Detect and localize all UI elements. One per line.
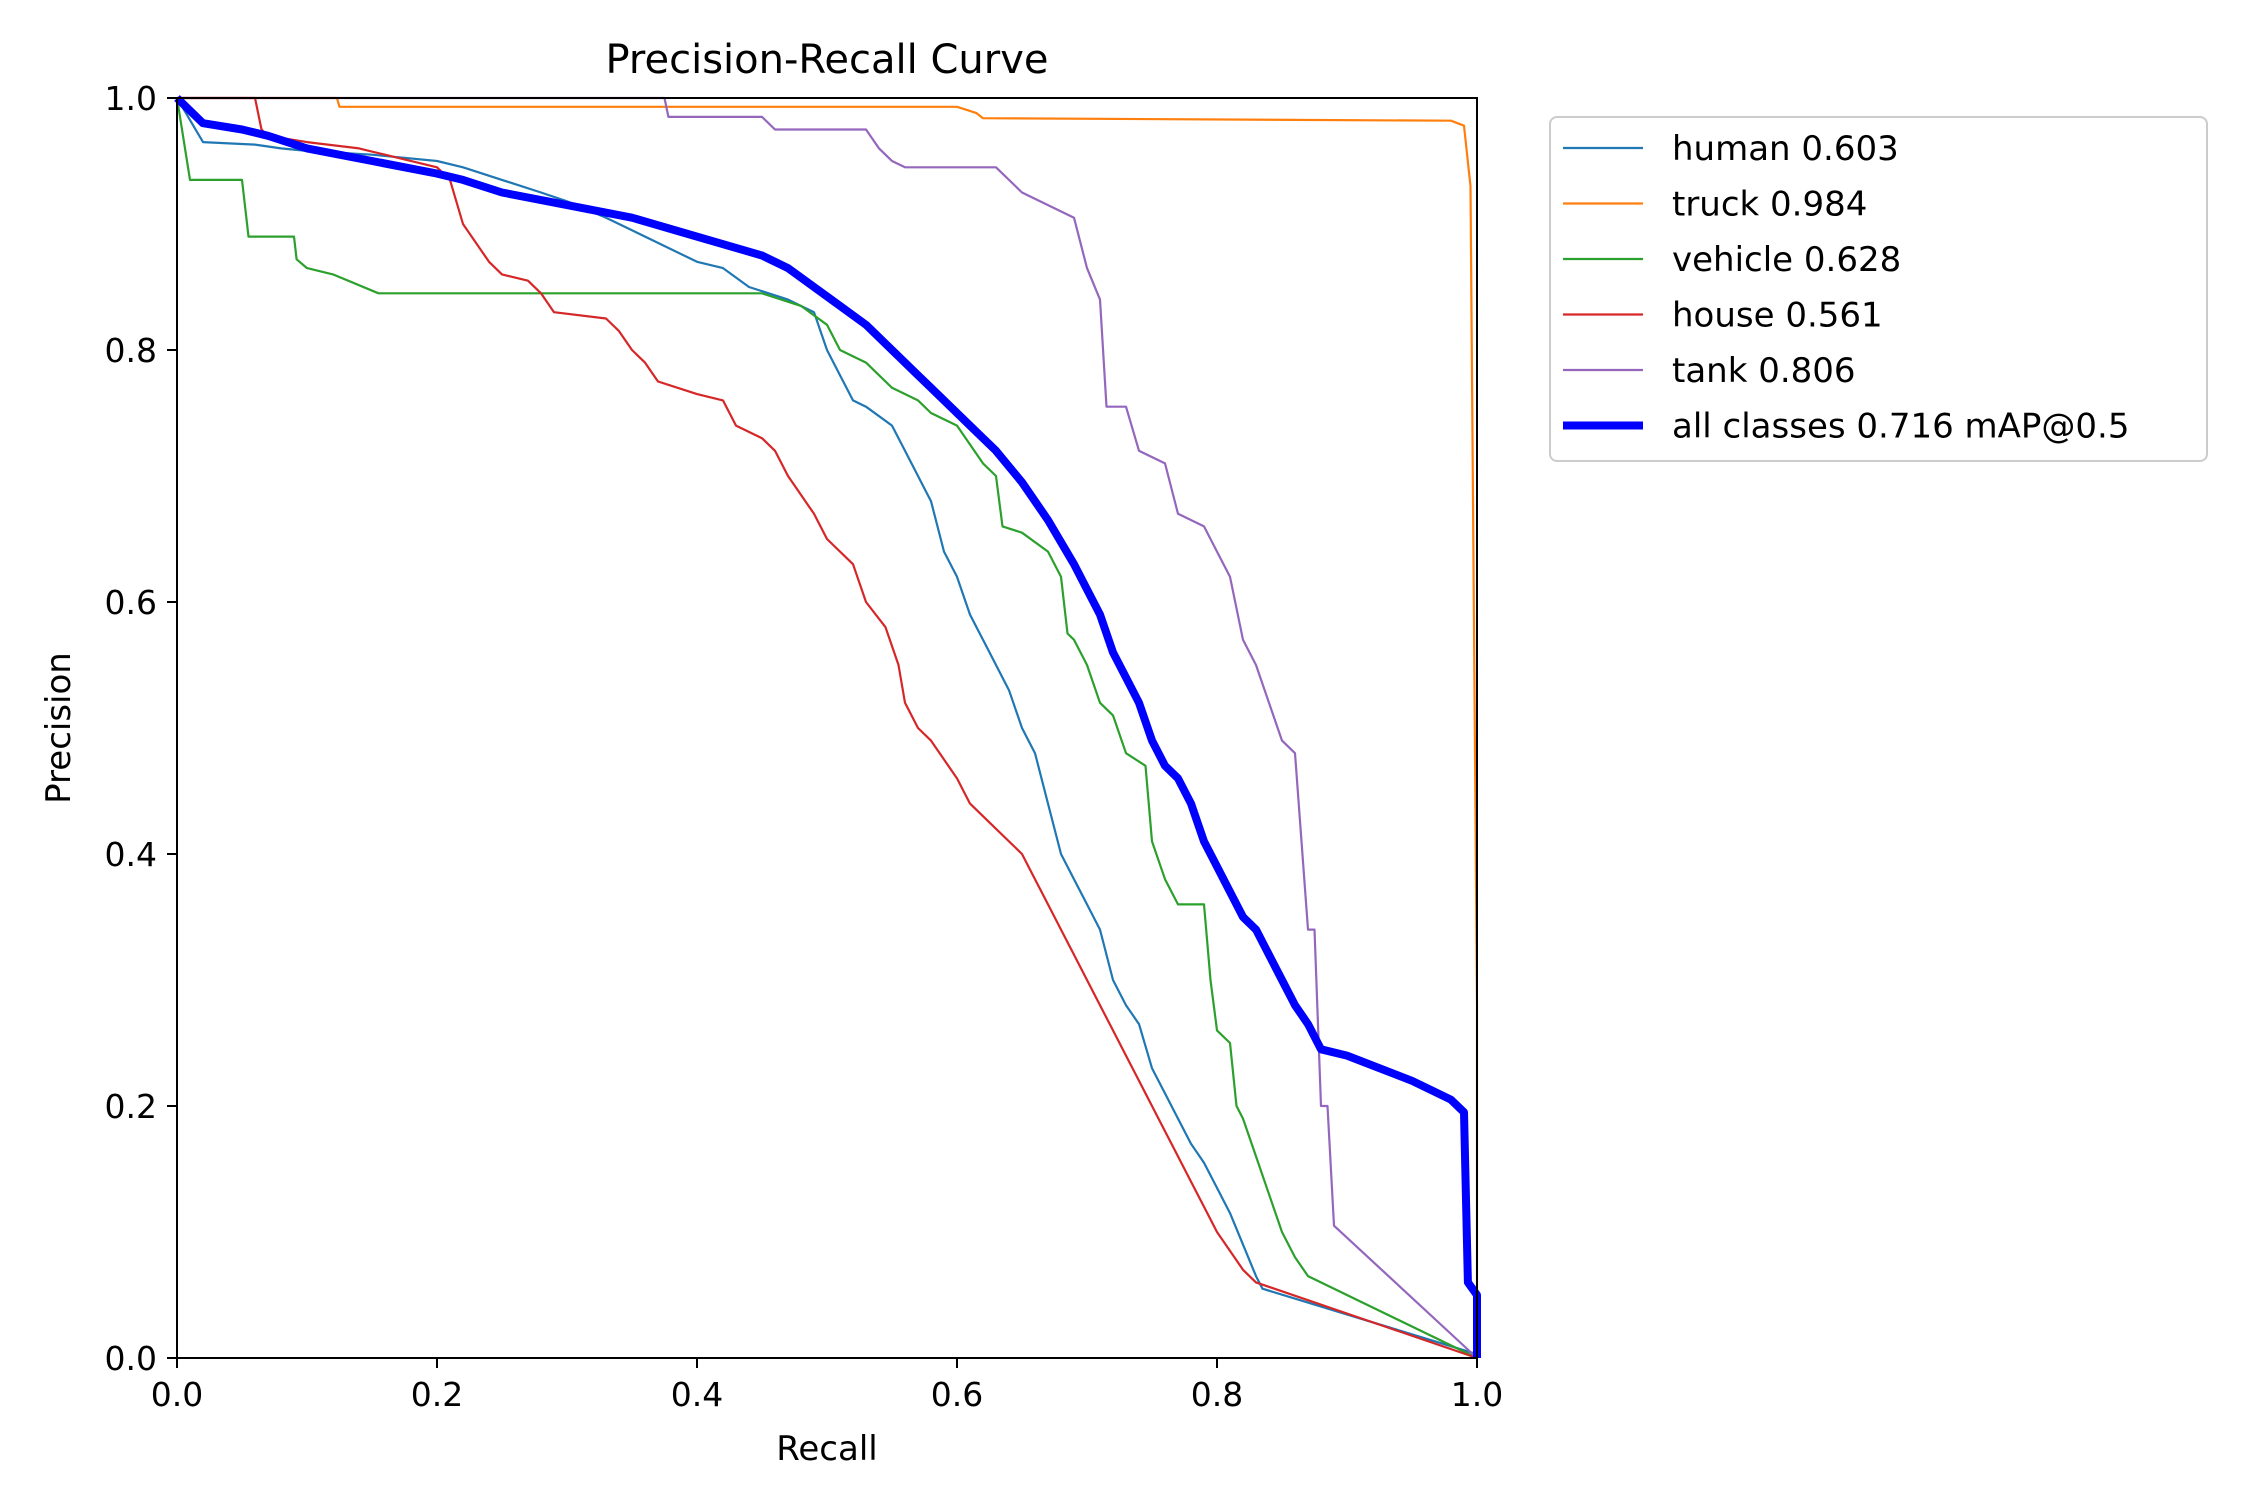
y-axis-label: Precision — [39, 652, 79, 804]
x-axis-label: Recall — [776, 1429, 877, 1469]
plot-frame — [176, 97, 1478, 1359]
chart-title: Precision-Recall Curve — [606, 37, 1049, 83]
legend-label-tank: tank 0.806 — [1672, 351, 1856, 391]
y-tick-label: 0.6 — [105, 583, 157, 622]
series-line-all-classes — [174, 95, 1481, 1358]
x-tick-label: 0.0 — [151, 1375, 203, 1414]
legend-items: human 0.603 truck 0.984 vehicle 0.628 house… — [1563, 129, 2129, 447]
x-axis: 0.0 0.2 0.4 0.6 0.8 1.0 — [151, 1358, 1503, 1414]
series-line-human — [176, 97, 1478, 1356]
y-tick-label: 0.8 — [105, 331, 157, 370]
y-tick-label: 0.4 — [105, 835, 157, 874]
legend-label-truck: truck 0.984 — [1672, 185, 1867, 225]
x-tick-label: 1.0 — [1451, 1375, 1503, 1414]
x-tick-label: 0.8 — [1191, 1375, 1243, 1414]
x-tick-label: 0.2 — [411, 1375, 463, 1414]
y-tick-label: 0.0 — [105, 1339, 157, 1378]
series-line-tank — [177, 96, 1478, 1359]
y-tick-label: 1.0 — [105, 79, 157, 118]
legend: human 0.603 truck 0.984 vehicle 0.628 house… — [1549, 116, 2208, 462]
legend-label-house: house 0.561 — [1672, 296, 1883, 336]
legend-label-human: human 0.603 — [1672, 129, 1899, 169]
series-line-vehicle — [175, 97, 1478, 1359]
x-tick-label: 0.4 — [671, 1375, 723, 1414]
legend-label-vehicle: vehicle 0.628 — [1672, 240, 1901, 280]
x-tick-label: 0.6 — [931, 1375, 983, 1414]
y-tick-label: 0.2 — [105, 1087, 157, 1126]
y-axis: 0.0 0.2 0.4 0.6 0.8 1.0 — [105, 79, 177, 1378]
legend-frame — [1549, 116, 2208, 462]
series-line-house — [177, 96, 1478, 1360]
series-layer — [174, 95, 1481, 1360]
legend-label-all-classes: all classes 0.716 mAP@0.5 — [1672, 407, 2129, 447]
